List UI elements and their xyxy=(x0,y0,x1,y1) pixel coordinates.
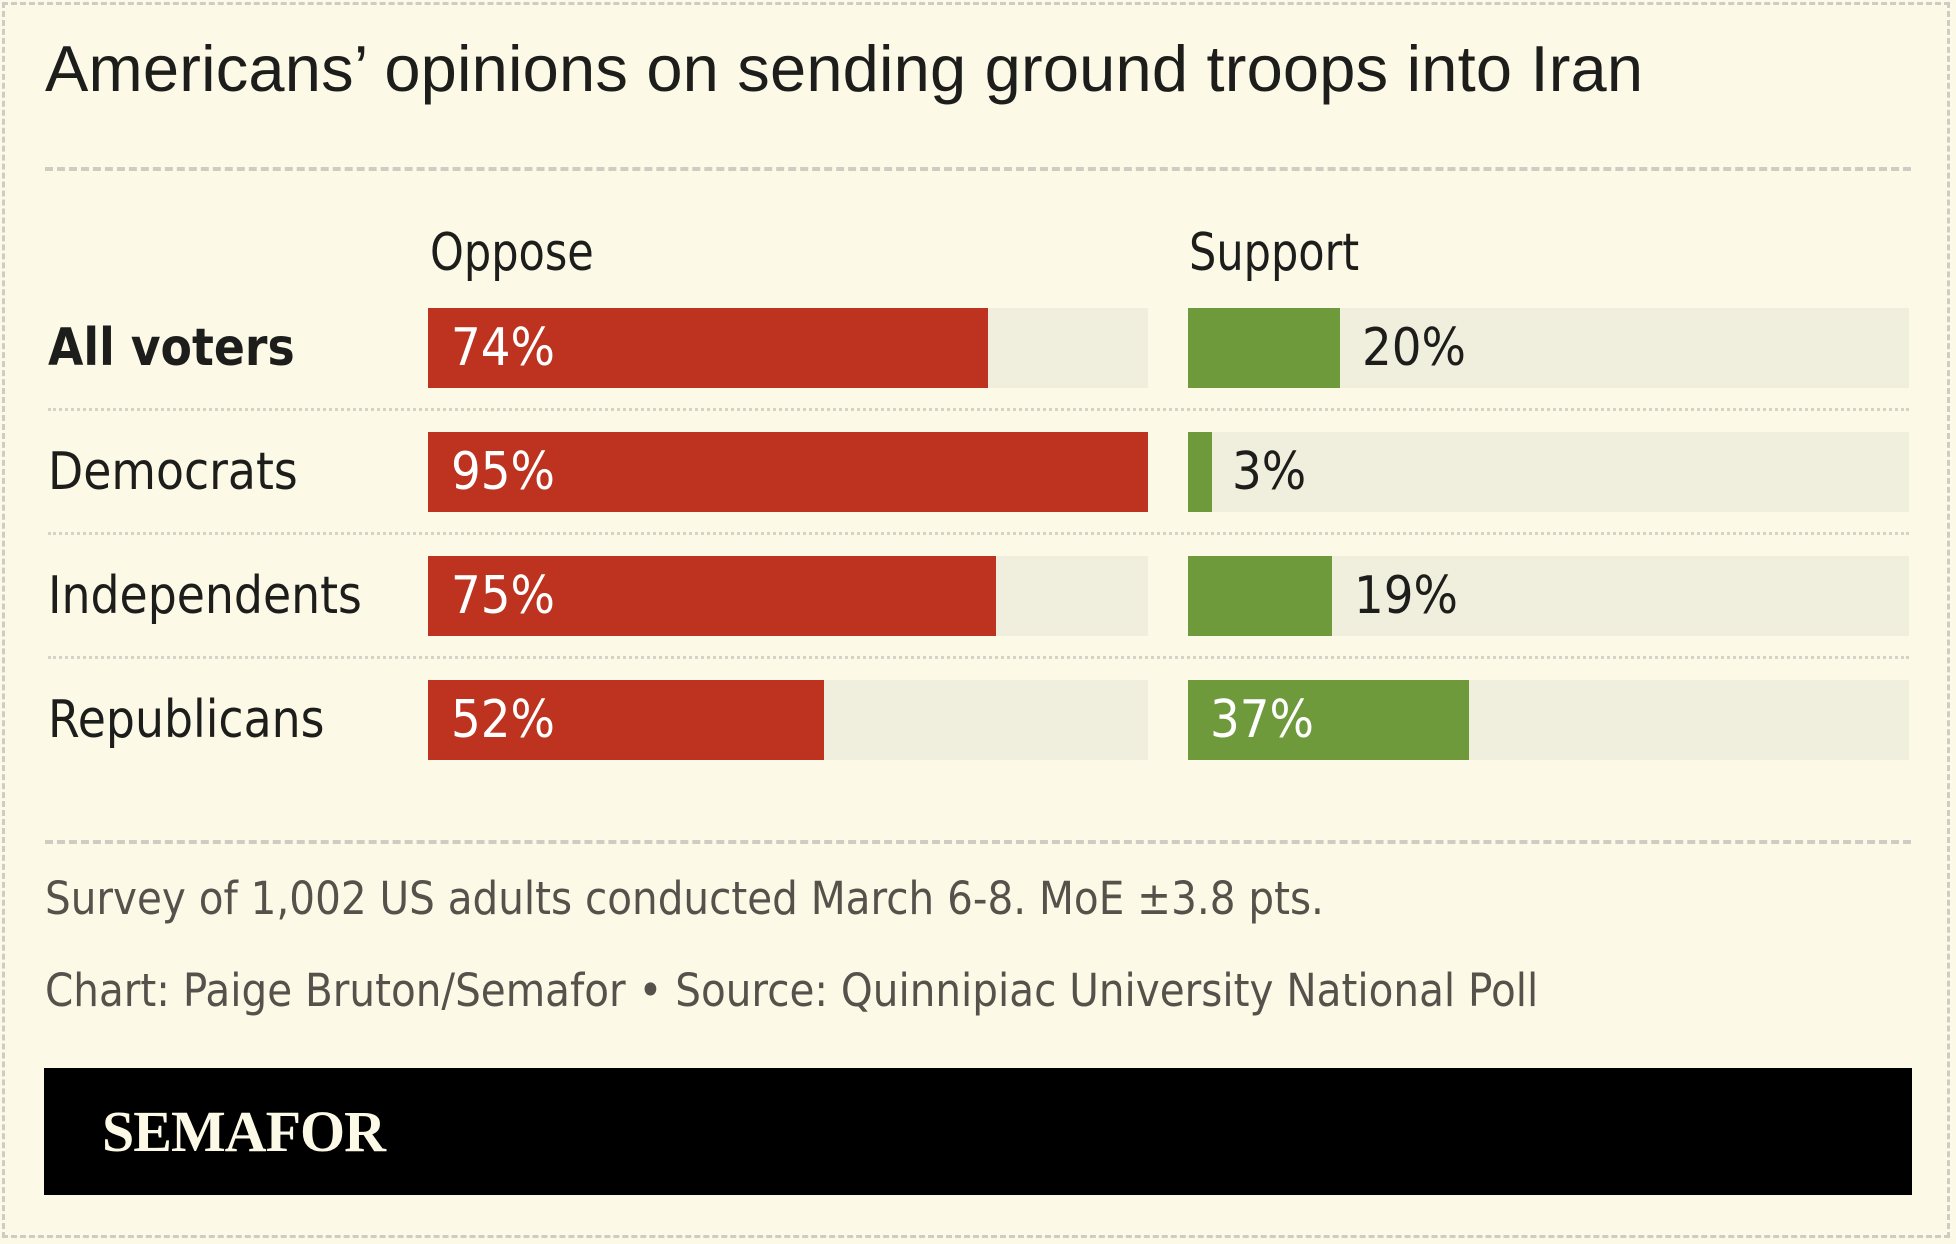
chart-row-all-voters: All voters 74% 20% xyxy=(0,308,1956,388)
chart-row-democrats: Democrats 95% 3% xyxy=(0,432,1956,512)
oppose-bar xyxy=(428,432,1148,512)
row-separator xyxy=(48,408,1909,411)
survey-note: Survey of 1,002 US adults conducted Marc… xyxy=(45,872,1324,925)
row-label: All voters xyxy=(48,318,295,378)
oppose-track: 74% xyxy=(428,308,1148,388)
row-separator xyxy=(48,532,1909,535)
support-track: 37% xyxy=(1188,680,1909,760)
support-value: 3% xyxy=(1232,442,1307,502)
support-track: 20% xyxy=(1188,308,1909,388)
row-label: Independents xyxy=(48,566,362,626)
oppose-bar xyxy=(428,680,824,760)
footer-divider xyxy=(45,840,1911,844)
row-separator xyxy=(48,656,1909,659)
oppose-value: 75% xyxy=(451,566,556,626)
oppose-column-header: Oppose xyxy=(430,223,594,283)
oppose-track: 95% xyxy=(428,432,1148,512)
row-label: Democrats xyxy=(48,442,298,502)
brand-banner: SEMAFOR xyxy=(44,1068,1912,1195)
support-column-header: Support xyxy=(1189,223,1360,283)
oppose-value: 74% xyxy=(451,318,556,378)
oppose-track: 52% xyxy=(428,680,1148,760)
support-track: 3% xyxy=(1188,432,1909,512)
support-bar xyxy=(1188,308,1340,388)
support-bar xyxy=(1188,556,1332,636)
oppose-value: 95% xyxy=(451,442,556,502)
support-value: 20% xyxy=(1362,318,1467,378)
oppose-track: 75% xyxy=(428,556,1148,636)
chart-row-republicans: Republicans 52% 37% xyxy=(0,680,1956,760)
support-value: 37% xyxy=(1210,690,1315,750)
row-label: Republicans xyxy=(48,690,325,750)
semafor-logo: SEMAFOR xyxy=(102,1099,386,1164)
support-bar xyxy=(1188,680,1469,760)
support-track: 19% xyxy=(1188,556,1909,636)
oppose-bar xyxy=(428,308,988,388)
support-value: 19% xyxy=(1354,566,1459,626)
title-divider xyxy=(45,167,1911,171)
oppose-bar xyxy=(428,556,996,636)
support-bar xyxy=(1188,432,1212,512)
source-credit: Chart: Paige Bruton/Semafor • Source: Qu… xyxy=(45,964,1539,1017)
oppose-value: 52% xyxy=(451,690,556,750)
chart-title: Americans’ opinions on sending ground tr… xyxy=(45,32,1644,105)
chart-row-independents: Independents 75% 19% xyxy=(0,556,1956,636)
